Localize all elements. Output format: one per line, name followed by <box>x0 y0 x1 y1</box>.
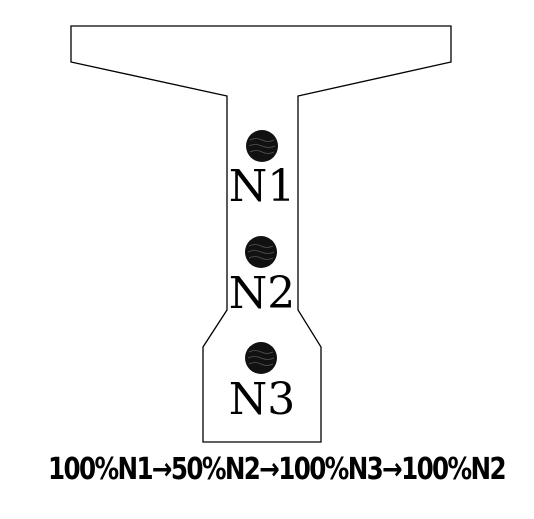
tendon-n1-label: N1 <box>229 161 296 212</box>
tendon-n3-label: N3 <box>229 374 296 425</box>
tendon-n3-strand-hatch <box>247 350 275 366</box>
tendon-n1: N1 <box>229 130 296 212</box>
beam-section-outline <box>70 25 452 443</box>
tendon-n2-strand-hatch <box>247 244 275 260</box>
tendon-n1-strand-hatch <box>248 138 276 154</box>
tendon-n2-label: N2 <box>229 268 296 319</box>
tensioning-sequence-caption: 100%N1→50%N2→100%N3→100%N2 <box>48 452 507 487</box>
tendon-n2: N2 <box>229 236 296 319</box>
tendon-n3: N3 <box>229 342 296 425</box>
